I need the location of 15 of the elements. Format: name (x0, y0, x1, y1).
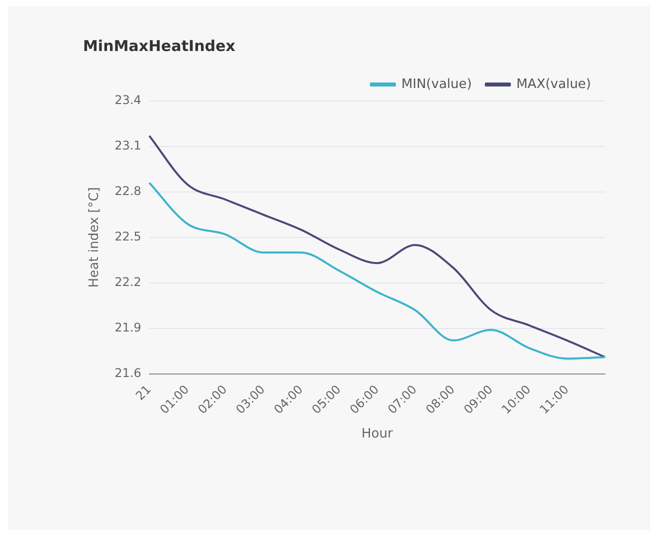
legend-label: MIN(value) (401, 76, 472, 92)
y-tick-label: 22.8 (114, 184, 142, 198)
legend-label: MAX(value) (516, 76, 592, 92)
y-tick-label: 23.1 (114, 138, 142, 153)
line-series (148, 134, 606, 358)
x-tick-label: 21 (132, 382, 154, 403)
y-axis-title: Heat index [°C] (87, 187, 102, 288)
y-tick-label: 22.2 (114, 274, 142, 289)
y-tick-label: 21.6 (114, 366, 142, 380)
y-tick-label: 21.9 (114, 320, 142, 334)
y-tick-label: 23.4 (114, 93, 142, 108)
line-series (148, 182, 606, 360)
x-axis-title: Hour (361, 426, 394, 442)
y-tick-label: 22.5 (114, 230, 142, 244)
chart-title: MinMaxHeatIndex (83, 36, 236, 55)
